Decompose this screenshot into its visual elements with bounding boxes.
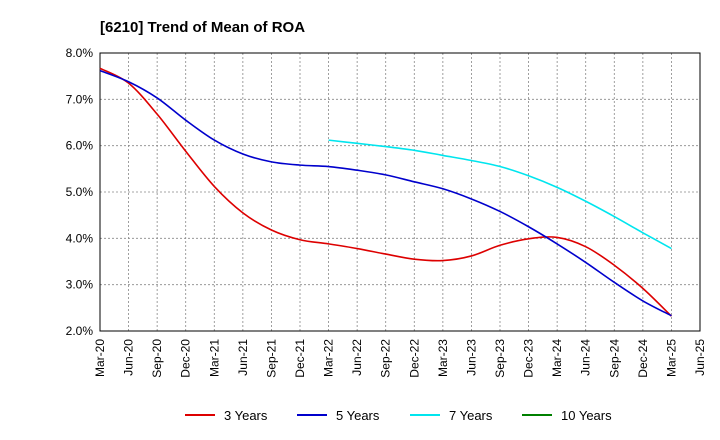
x-tick-label: Dec-22	[407, 339, 421, 378]
x-tick-label: Jun-22	[350, 339, 364, 376]
series-lines	[99, 67, 672, 317]
x-tick-label: Sep-24	[607, 339, 621, 378]
y-tick-label: 6.0%	[66, 139, 94, 153]
y-tick-label: 3.0%	[66, 278, 94, 292]
x-axis-ticks: Mar-20 Jun-20 Sep-20 Dec-20 Mar-21 Jun-21 Sep-…	[93, 339, 707, 378]
x-tick-label: Mar-20	[93, 339, 107, 377]
x-tick-label: Mar-23	[436, 339, 450, 377]
x-tick-label: Dec-21	[293, 339, 307, 378]
legend-label-7-years: 7 Years	[449, 408, 493, 423]
y-axis-ticks: 8.0% 7.0% 6.0% 5.0% 4.0% 3.0% 2.0%	[66, 46, 94, 338]
x-tick-label: Sep-23	[493, 339, 507, 378]
legend-label-10-years: 10 Years	[561, 408, 612, 423]
legend-label-5-years: 5 Years	[336, 408, 380, 423]
plot-frame	[99, 52, 701, 332]
x-tick-label: Mar-25	[664, 339, 678, 377]
x-tick-label: Jun-25	[693, 339, 707, 376]
series-line-3-years	[99, 67, 672, 317]
legend: 3 Years 5 Years 7 Years 10 Years	[185, 408, 612, 423]
chart-title: [6210] Trend of Mean of ROA	[100, 19, 305, 36]
series-line-5-years	[99, 69, 672, 317]
x-tick-label: Mar-22	[322, 339, 336, 377]
series-line-7-years	[328, 139, 672, 250]
x-tick-label: Jun-21	[236, 339, 250, 376]
x-tick-label: Mar-24	[550, 339, 564, 377]
x-tick-label: Jun-24	[579, 339, 593, 376]
x-tick-label: Jun-20	[122, 339, 136, 376]
y-tick-label: 2.0%	[66, 324, 94, 338]
y-tick-label: 5.0%	[66, 185, 94, 199]
x-tick-label: Dec-23	[522, 339, 536, 378]
legend-label-3-years: 3 Years	[224, 408, 268, 423]
grid	[100, 53, 700, 331]
y-tick-label: 8.0%	[66, 46, 94, 60]
x-tick-label: Mar-21	[207, 339, 221, 377]
y-tick-label: 7.0%	[66, 92, 94, 106]
y-tick-label: 4.0%	[66, 231, 94, 245]
x-tick-label: Sep-20	[150, 339, 164, 378]
x-tick-label: Jun-23	[464, 339, 478, 376]
x-tick-label: Dec-20	[179, 339, 193, 378]
x-tick-label: Sep-22	[379, 339, 393, 378]
x-tick-label: Sep-21	[264, 339, 278, 378]
x-tick-label: Dec-24	[636, 339, 650, 378]
